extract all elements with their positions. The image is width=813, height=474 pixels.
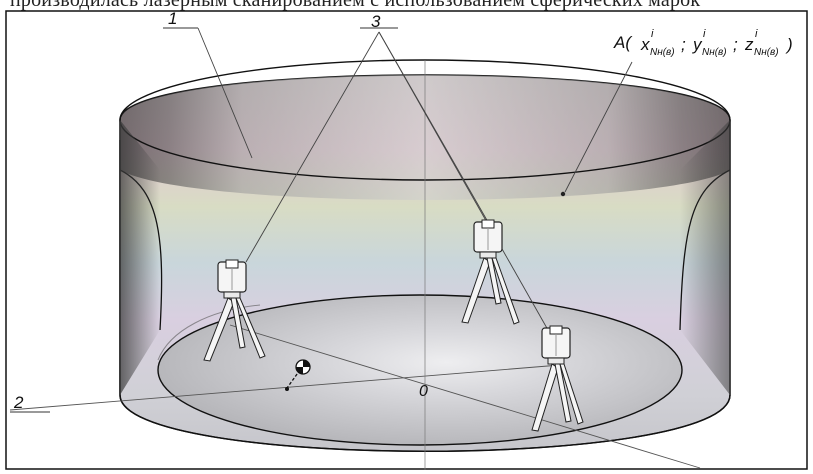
coord-x-sub: Nн(в) [650, 47, 675, 58]
tripod-scanner-icon [203, 259, 266, 362]
coord-z-sup: i [755, 28, 758, 40]
tripod-scanner-icon [531, 325, 584, 432]
axis-line-2 [9, 364, 561, 411]
coord-z: z [744, 35, 754, 54]
right-shade [680, 120, 730, 395]
axis-line-diagonal [229, 324, 701, 469]
coord-z-sub: Nн(в) [754, 47, 779, 58]
point-A-label: A( x i Nн(в) ; y i Nн(в) ; z i Nн(в) ) [613, 28, 793, 58]
leader-A [564, 61, 633, 193]
point-prefix: A( [613, 33, 633, 52]
point-A-marker [560, 191, 566, 197]
leader-3c [378, 31, 549, 331]
label-1: 1 [168, 9, 177, 28]
header-text: производилась лазерным сканированием с и… [10, 0, 701, 11]
coord-x-sup: i [651, 28, 654, 40]
spherical-target-icon [285, 359, 311, 391]
sep-2: ; [733, 35, 738, 54]
cut-off-header-text: производилась лазерным сканированием с и… [0, 0, 813, 11]
tripod-scanner-icon [461, 219, 520, 325]
leader-3a [245, 31, 380, 263]
left-shade [120, 120, 160, 395]
label-3: 3 [371, 12, 381, 31]
leader-1 [197, 27, 253, 159]
point-close: ) [785, 35, 793, 54]
label-2: 2 [13, 393, 24, 412]
coord-y-sup: i [703, 28, 706, 40]
label-origin: 0 [419, 383, 428, 400]
coord-x: x [640, 35, 650, 54]
frame-border [5, 10, 808, 470]
coord-y: y [692, 35, 703, 54]
coord-y-sub: Nн(в) [702, 47, 727, 58]
sep-1: ; [681, 35, 686, 54]
